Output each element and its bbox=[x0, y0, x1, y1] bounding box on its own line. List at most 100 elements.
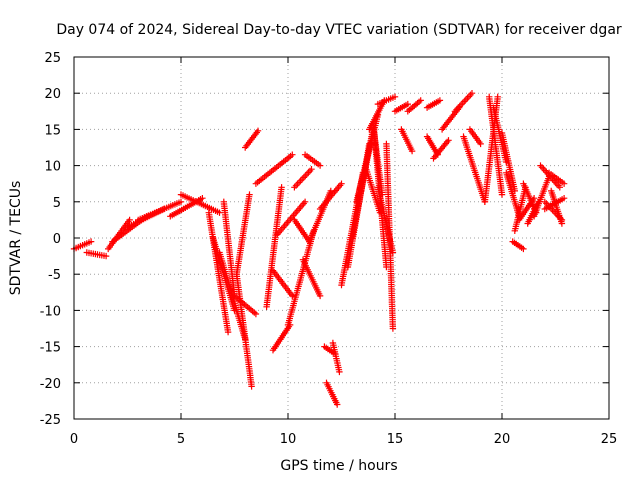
series-arc-bf bbox=[509, 238, 527, 253]
data-point-track bbox=[263, 184, 285, 310]
data-point-track bbox=[398, 126, 416, 155]
data-point-track bbox=[423, 97, 444, 111]
y-tick-label: -15 bbox=[40, 341, 61, 356]
y-axis-label: SDTVAR / TECUs bbox=[8, 181, 24, 296]
data-points bbox=[70, 90, 568, 408]
series-arc-at bbox=[423, 97, 444, 111]
data-point-track bbox=[451, 90, 476, 115]
data-point-track bbox=[498, 129, 518, 195]
y-tick-label: -10 bbox=[40, 304, 61, 319]
data-point-track bbox=[252, 151, 296, 187]
chart-title: Day 074 of 2024, Sidereal Day-to-day VTE… bbox=[56, 22, 622, 38]
data-point-track bbox=[361, 162, 384, 216]
series-arc-ak bbox=[374, 93, 399, 108]
data-point-track bbox=[233, 271, 255, 390]
series-arc-y bbox=[299, 256, 324, 300]
x-tick-label: 20 bbox=[494, 432, 511, 447]
series-arc-t bbox=[274, 198, 309, 238]
series-arc-an bbox=[383, 140, 397, 332]
series-arc-ar bbox=[398, 126, 416, 155]
data-point-track bbox=[490, 104, 510, 166]
y-tick-label: 0 bbox=[53, 232, 61, 247]
data-point-track bbox=[301, 151, 324, 169]
y-tick-label: 10 bbox=[44, 160, 61, 175]
data-point-track bbox=[177, 191, 223, 216]
series-arc-bp bbox=[548, 187, 566, 227]
series-arc-bc bbox=[490, 104, 510, 166]
series-arc-h bbox=[177, 191, 223, 216]
series-arc-ab bbox=[316, 180, 345, 213]
series-arc-r bbox=[263, 184, 285, 310]
y-tick-label: 5 bbox=[53, 196, 61, 211]
y-tick-label: 20 bbox=[44, 87, 61, 102]
x-axis-label: GPS time / hours bbox=[280, 458, 397, 474]
x-tick-label: 5 bbox=[177, 432, 185, 447]
y-tick-label: 15 bbox=[44, 123, 61, 138]
data-point-track bbox=[503, 169, 523, 220]
data-point-track bbox=[545, 169, 568, 187]
series-arc-q bbox=[252, 151, 296, 187]
data-point-track bbox=[269, 267, 296, 300]
series-arc-o bbox=[233, 191, 253, 278]
data-point-track bbox=[460, 133, 489, 205]
series-arc-ao bbox=[370, 126, 386, 198]
series-arc-bd bbox=[498, 129, 518, 195]
data-point-track bbox=[374, 93, 399, 108]
series-arc-f bbox=[135, 198, 185, 224]
data-point-track bbox=[242, 127, 262, 151]
data-point-track bbox=[383, 140, 397, 332]
series-arc-be bbox=[503, 169, 523, 220]
data-point-track bbox=[316, 180, 345, 213]
series-arc-as bbox=[404, 97, 424, 115]
data-point-track bbox=[404, 97, 424, 115]
x-tick-label: 0 bbox=[70, 432, 78, 447]
data-point-track bbox=[391, 100, 411, 115]
series-arc-ap bbox=[374, 184, 397, 256]
y-tick-label: -20 bbox=[40, 377, 61, 392]
series-arc-p bbox=[242, 127, 262, 151]
data-point-track bbox=[233, 191, 253, 278]
data-point-track bbox=[323, 379, 341, 408]
data-point-track bbox=[329, 339, 343, 376]
series-arc-aq bbox=[391, 100, 411, 115]
series-arc-x bbox=[291, 166, 315, 191]
series-arc-l bbox=[220, 198, 238, 300]
series-arc-ax bbox=[451, 90, 476, 115]
series-arc-ae bbox=[329, 339, 343, 376]
series-arc-n bbox=[233, 271, 255, 390]
series-arc-bk bbox=[530, 173, 553, 220]
series-arc-s bbox=[269, 321, 294, 354]
x-tick-label: 15 bbox=[387, 432, 404, 447]
y-tick-label: -5 bbox=[48, 268, 61, 283]
series-arc-al bbox=[361, 162, 384, 216]
y-tick-label: 25 bbox=[44, 51, 61, 66]
data-point-track bbox=[430, 137, 452, 162]
series-arc-b bbox=[83, 249, 110, 260]
series-arc-av bbox=[430, 137, 452, 162]
data-point-track bbox=[220, 198, 238, 300]
data-point-track bbox=[83, 249, 110, 260]
data-point-track bbox=[291, 166, 315, 191]
series-arc-bn bbox=[545, 169, 568, 187]
data-point-track bbox=[269, 321, 294, 354]
y-tick-label: -25 bbox=[40, 413, 61, 428]
data-point-track bbox=[438, 104, 463, 133]
axis-ticks: 0 5 10 15 20 25 -25 -20 -15 -10 -5 0 5 10 15 20 25 bbox=[40, 51, 618, 447]
data-point-track bbox=[548, 187, 566, 227]
data-point-track bbox=[274, 198, 309, 238]
data-point-track bbox=[509, 238, 527, 253]
series-arc-ad bbox=[323, 379, 341, 408]
data-point-track bbox=[466, 126, 484, 148]
series-arc-az bbox=[466, 126, 484, 148]
grid bbox=[74, 57, 609, 419]
x-tick-label: 25 bbox=[601, 432, 618, 447]
x-tick-label: 10 bbox=[280, 432, 297, 447]
series-arc-z bbox=[301, 151, 324, 169]
series-arc-ay bbox=[460, 133, 489, 205]
data-point-track bbox=[299, 256, 324, 300]
data-point-track bbox=[370, 126, 386, 198]
series-arc-u bbox=[269, 267, 296, 300]
data-point-track bbox=[374, 184, 397, 256]
data-point-track bbox=[530, 173, 553, 220]
